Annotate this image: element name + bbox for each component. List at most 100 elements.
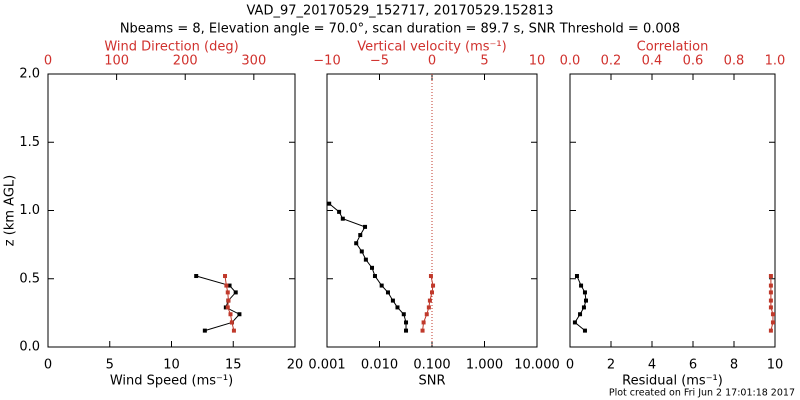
x-tick-label: 0.100: [413, 358, 450, 373]
data-point: [231, 328, 236, 333]
x-tick-label: 0: [44, 358, 52, 373]
data-point: [385, 290, 390, 295]
data-point: [574, 274, 579, 279]
x2-tick-label: 0.2: [601, 54, 622, 69]
plot-frame: [47, 73, 296, 348]
data-point: [426, 305, 431, 310]
x-tick-label: 6: [689, 358, 697, 373]
x-tick-label: 15: [225, 358, 242, 373]
x2-tick-label: 0.8: [724, 54, 745, 69]
data-point: [372, 274, 377, 279]
data-point: [227, 283, 232, 288]
data-point: [421, 320, 426, 325]
x-tick-label: 20: [287, 358, 304, 373]
data-point: [404, 328, 409, 333]
data-point: [228, 312, 233, 317]
data-point: [202, 328, 207, 333]
x2-tick-label: 10: [529, 54, 546, 69]
x-axis-label: Residual (ms⁻¹): [622, 374, 723, 389]
data-point: [363, 257, 368, 262]
data-point: [768, 290, 773, 295]
data-point: [337, 209, 342, 214]
x2-tick-label: 100: [104, 54, 129, 69]
data-point: [582, 290, 587, 295]
data-point: [370, 265, 375, 270]
data-point: [424, 312, 429, 317]
x2-axis-label: Vertical velocity (ms⁻¹): [357, 40, 506, 55]
plot-frame: [569, 73, 776, 348]
x2-tick-label: 0: [428, 54, 436, 69]
x2-tick-label: 0.6: [683, 54, 704, 69]
x2-tick-label: 5: [480, 54, 488, 69]
x-tick-label: 0.010: [361, 358, 398, 373]
data-point: [194, 274, 199, 279]
x-tick-label: 8: [730, 358, 738, 373]
x2-tick-label: −5: [370, 54, 389, 69]
x-tick-label: 2: [607, 358, 615, 373]
y-tick-label: 0.0: [19, 340, 40, 355]
data-point: [768, 328, 773, 333]
x2-axis-label: Wind Direction (deg): [104, 40, 238, 55]
y-tick-label: 2.0: [19, 67, 40, 82]
y-tick-label: 0.5: [19, 271, 40, 286]
data-point: [427, 298, 432, 303]
x2-tick-label: 200: [173, 54, 198, 69]
x2-tick-label: 300: [241, 54, 266, 69]
data-point: [768, 305, 773, 310]
data-point: [579, 283, 584, 288]
data-point: [359, 249, 364, 254]
x2-axis-label: Correlation: [637, 40, 709, 55]
data-point: [401, 312, 406, 317]
data-point: [420, 328, 425, 333]
x-axis-label: SNR: [418, 374, 445, 389]
x2-tick-label: −10: [313, 54, 340, 69]
data-point: [768, 283, 773, 288]
x-tick-label: 5: [106, 358, 114, 373]
data-point: [225, 290, 230, 295]
data-point: [390, 298, 395, 303]
x-tick-label: 10: [163, 358, 180, 373]
data-point: [578, 312, 583, 317]
y-tick-label: 1.5: [19, 135, 40, 150]
data-point: [226, 298, 231, 303]
x-tick-label: 10: [767, 358, 784, 373]
x2-tick-label: 0.0: [560, 54, 581, 69]
data-point: [770, 312, 775, 317]
data-point: [428, 274, 433, 279]
data-point: [237, 312, 242, 317]
data-point: [768, 274, 773, 279]
x2-tick-label: 0.4: [642, 54, 663, 69]
data-point: [395, 305, 400, 310]
data-point: [572, 320, 577, 325]
x-tick-label: 4: [648, 358, 656, 373]
data-point: [768, 298, 773, 303]
footnote: Plot created on Fri Jun 2 17:01:18 2017: [609, 388, 795, 399]
data-point: [223, 274, 228, 279]
data-point: [582, 328, 587, 333]
x-tick-label: 0.001: [308, 358, 345, 373]
data-point: [327, 201, 332, 206]
profile-line: [328, 203, 407, 331]
data-point: [363, 224, 368, 229]
y-tick-label: 1.0: [19, 203, 40, 218]
data-point: [770, 320, 775, 325]
x2-tick-label: 1.0: [765, 54, 786, 69]
chart-title: VAD_97_20170529_152717, 20170529.152813: [247, 4, 554, 19]
data-point: [358, 233, 363, 238]
x-tick-label: 1.000: [466, 358, 503, 373]
data-point: [233, 290, 238, 295]
x-axis-label: Wind Speed (ms⁻¹): [110, 374, 233, 389]
y-axis-label: z (km AGL): [3, 175, 18, 246]
x2-tick-label: 0: [44, 54, 52, 69]
data-point: [224, 283, 229, 288]
plot-frame: [326, 73, 538, 348]
x-tick-label: 10.000: [514, 358, 560, 373]
data-point: [340, 216, 345, 221]
data-point: [583, 298, 588, 303]
chart-subtitle: Nbeams = 8, Elevation angle = 70.0°, sca…: [120, 22, 680, 37]
data-point: [225, 305, 230, 310]
x-tick-label: 0: [566, 358, 574, 373]
data-point: [379, 283, 384, 288]
data-point: [229, 320, 234, 325]
